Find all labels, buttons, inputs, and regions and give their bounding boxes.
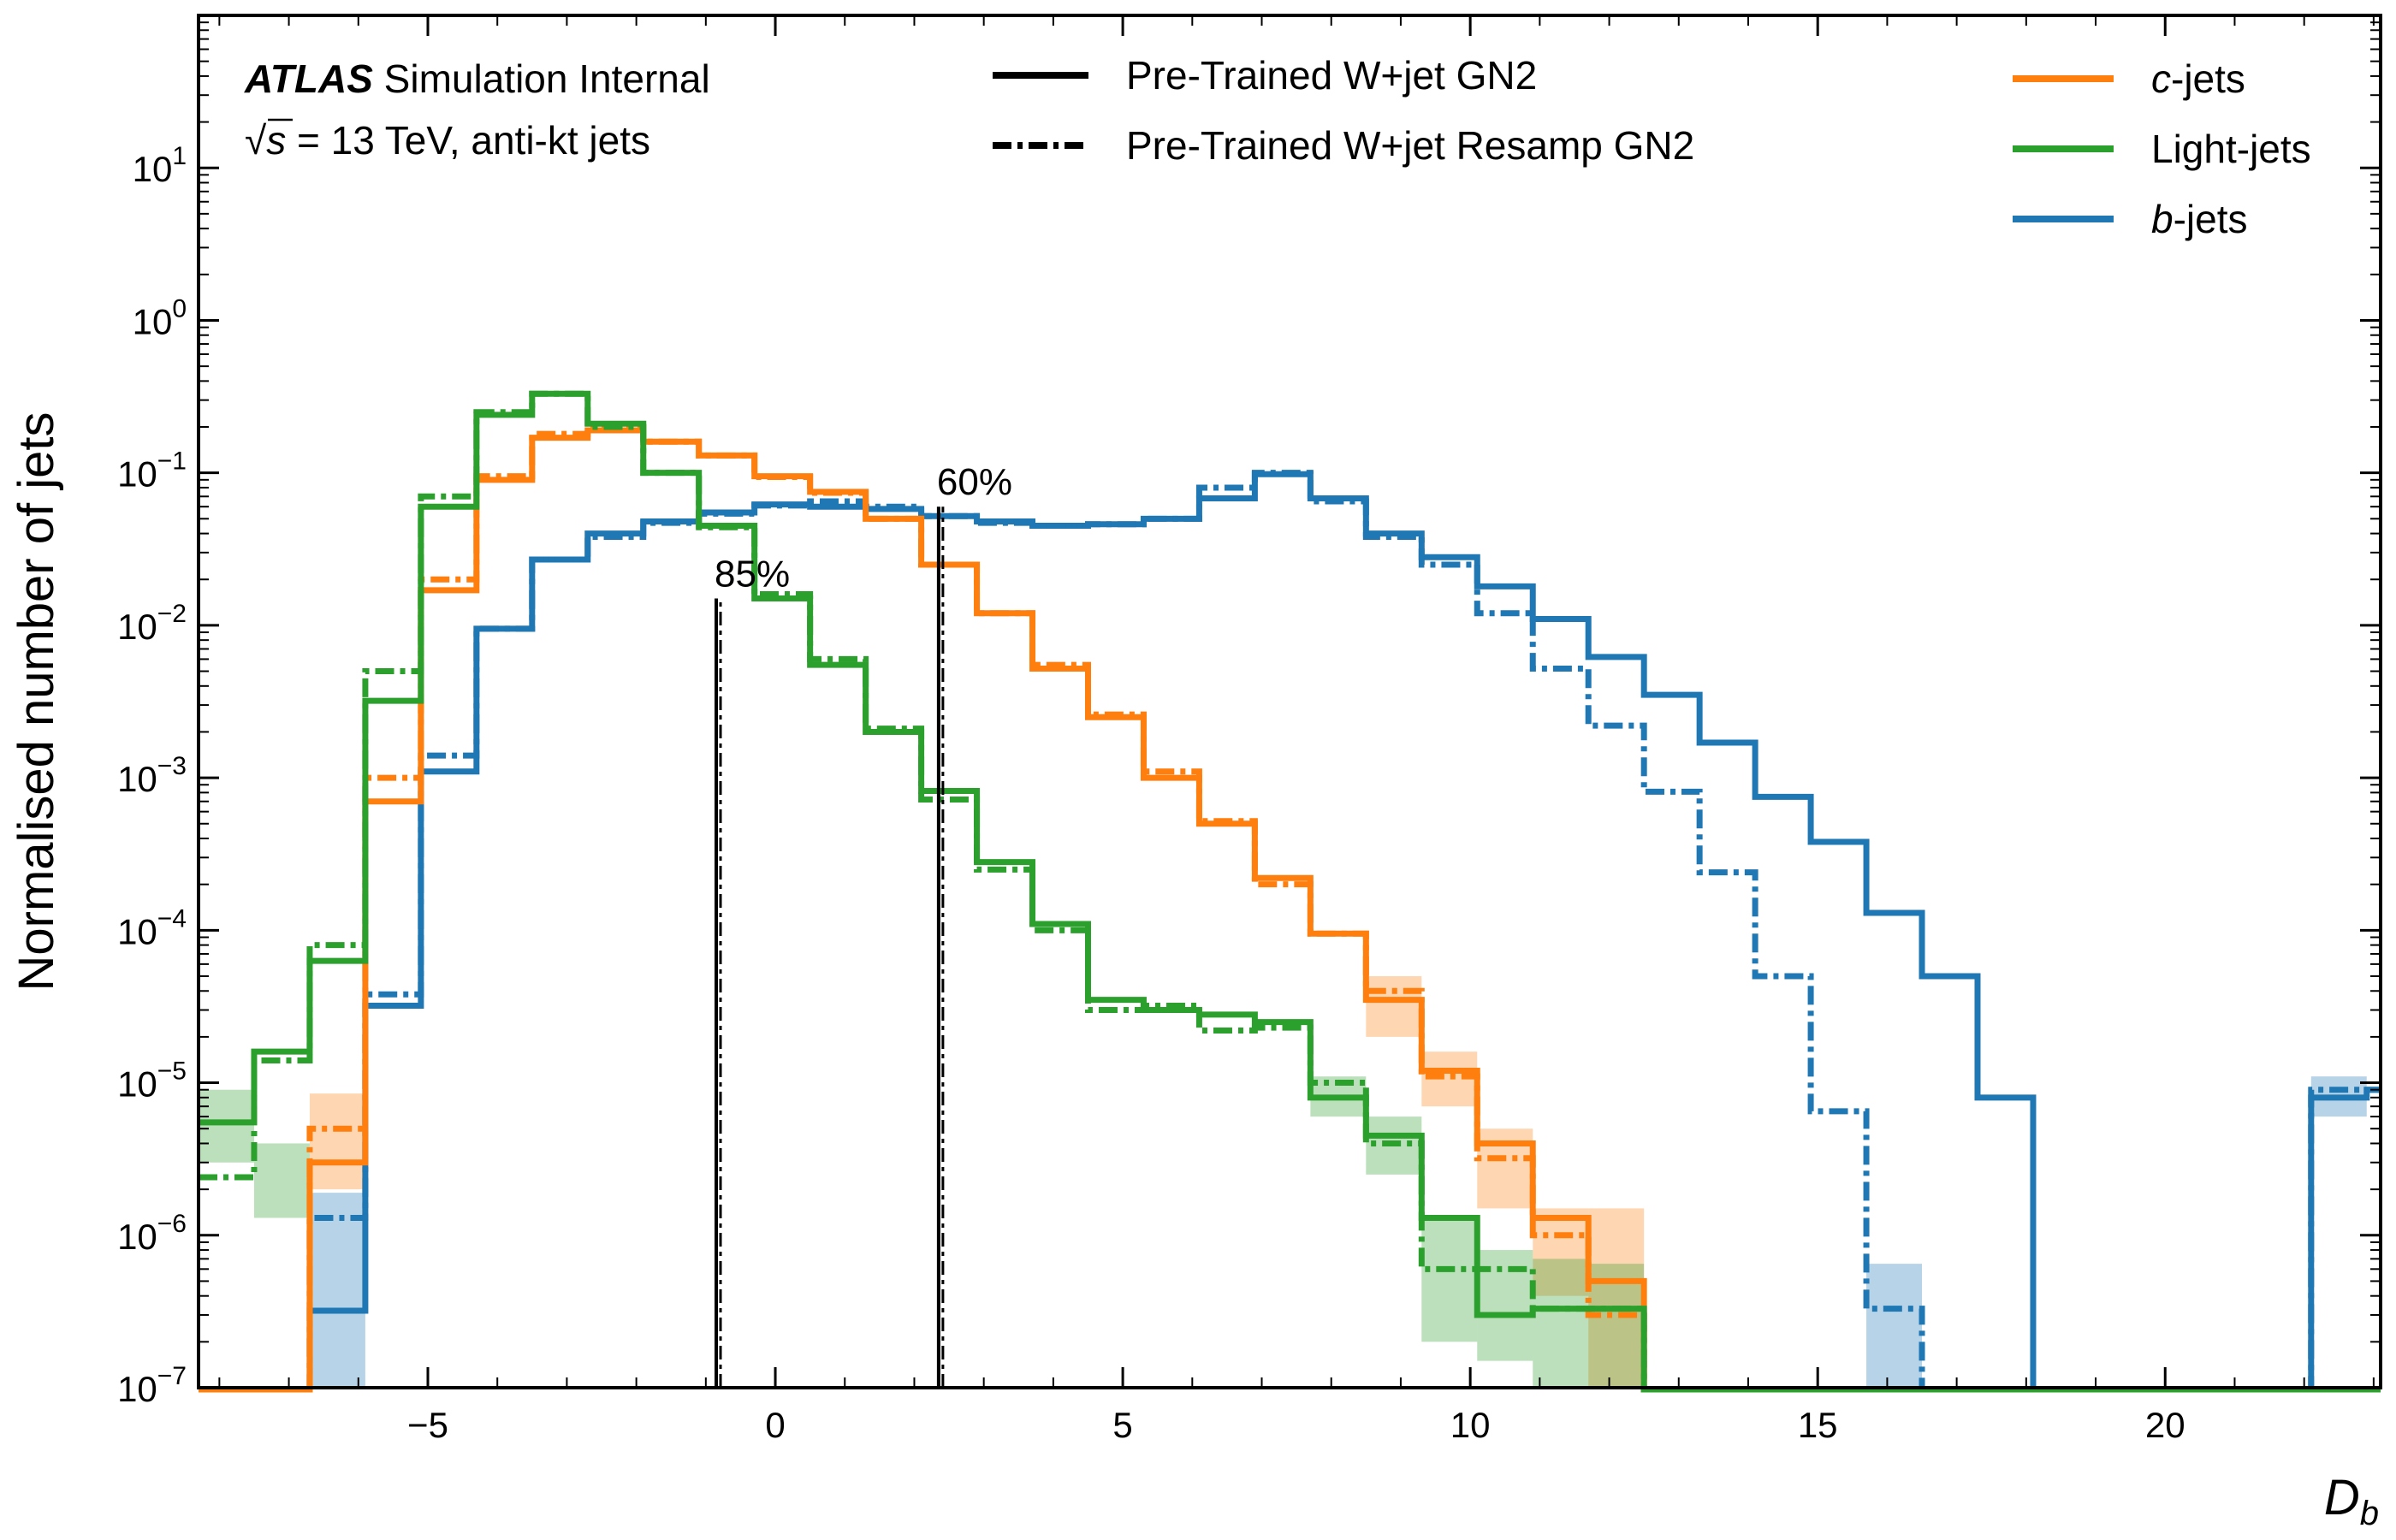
style-legend: Pre-Trained W+jet GN2 Pre-Trained W+jet R… [993, 53, 1694, 168]
axis-ticks [199, 15, 2381, 1389]
atlas-label-rest: Simulation Internal [373, 56, 710, 101]
flavour-legend-text: -jets [2171, 56, 2245, 101]
atlas-label-line1: ATLAS Simulation Internal [244, 56, 710, 101]
flavour-legend-label: c-jets [2151, 56, 2245, 101]
y-tick-exponent: −3 [157, 752, 187, 780]
atlas-label: ATLAS Simulation Internal √s = 13 TeV, a… [244, 56, 710, 163]
y-tick-base: 10 [117, 607, 157, 647]
sqrt-s: s [266, 118, 286, 163]
series-b-jets-resamp [199, 470, 2381, 1393]
series-light-jets [199, 390, 2381, 1393]
series-c-jets-resamp [199, 424, 2381, 1393]
y-tick-base: 10 [117, 454, 157, 495]
error-band-light [253, 1143, 310, 1218]
flavour-legend-italic: c [2151, 56, 2171, 101]
series-b-jets [199, 471, 2381, 1393]
y-tick-label: 10−6 [117, 1210, 187, 1257]
energy-label: √s = 13 TeV, anti-kt jets [245, 118, 650, 163]
histogram-series [199, 390, 2381, 1393]
style-legend-label: Pre-Trained W+jet GN2 [1126, 53, 1537, 98]
x-axis-label-main: D [2324, 1470, 2360, 1525]
error-band-light [1588, 1264, 1645, 1388]
y-tick-base: 10 [117, 911, 157, 951]
error-band-light [1533, 1259, 1589, 1388]
x-tick-label: −5 [407, 1405, 448, 1445]
y-tick-label: 10−1 [117, 447, 187, 495]
y-tick-exponent: −6 [157, 1210, 187, 1238]
y-tick-exponent: 0 [172, 294, 187, 323]
sqrt-symbol: √ [245, 118, 267, 163]
x-tick-label: 10 [1450, 1405, 1491, 1445]
y-tick-base: 10 [133, 301, 173, 341]
error-band-b [1866, 1264, 1923, 1388]
error-band-c [309, 1093, 365, 1190]
y-tick-label: 10−4 [117, 904, 187, 951]
y-tick-exponent: −1 [157, 447, 187, 476]
flavour-legend-label: Light-jets [2151, 127, 2311, 171]
flavour-legend-italic: b [2151, 197, 2174, 241]
y-axis-label: Normalised number of jets [9, 412, 64, 992]
y-tick-exponent: −5 [157, 1057, 187, 1086]
plot-frame [197, 14, 2382, 1389]
x-tick-label: 0 [765, 1405, 785, 1445]
x-tick-label: 5 [1112, 1405, 1132, 1445]
y-tick-exponent: −7 [157, 1362, 187, 1390]
x-tick-label: 15 [1798, 1405, 1838, 1445]
y-tick-label: 100 [133, 294, 187, 341]
uncertainty-bands [199, 975, 2367, 1388]
error-band-c [1366, 975, 1422, 1037]
y-tick-label: 10−5 [117, 1057, 187, 1105]
error-band-light [1421, 1217, 1478, 1342]
error-band-light [199, 1089, 254, 1163]
series-c-jets [199, 427, 2381, 1393]
flavour-legend-text: -jets [2174, 197, 2248, 241]
y-tick-base: 10 [117, 759, 157, 799]
y-tick-base: 10 [117, 1217, 157, 1257]
working-point-lines: 85% 60% [715, 461, 1012, 1388]
axis-tick-labels: −5 0 5 10 15 2010−710−610−510−410−310−210−110… [117, 142, 2185, 1445]
y-tick-base: 10 [133, 149, 173, 189]
x-axis-label-subscript: b [2360, 1495, 2379, 1532]
error-band-b [309, 1193, 365, 1388]
y-tick-label: 10−7 [117, 1362, 187, 1409]
y-tick-label: 10−3 [117, 752, 187, 799]
y-tick-exponent: 1 [172, 142, 187, 170]
flavour-legend-label: b-jets [2151, 197, 2248, 241]
y-tick-label: 101 [133, 142, 187, 189]
y-tick-label: 10−2 [117, 600, 187, 647]
y-tick-base: 10 [117, 1064, 157, 1105]
style-legend-label: Pre-Trained W+jet Resamp GN2 [1126, 123, 1694, 168]
y-tick-exponent: −4 [157, 904, 187, 933]
atlas-label-bold: ATLAS [244, 56, 373, 101]
energy-label-rest: = 13 TeV, anti-kt jets [286, 118, 650, 163]
working-point-label: 60% [937, 461, 1012, 503]
error-band-c [1588, 1208, 1645, 1388]
x-axis-label: Db [2324, 1470, 2379, 1532]
x-tick-label: 20 [2145, 1405, 2185, 1445]
y-tick-exponent: −2 [157, 600, 187, 628]
error-band-c [1533, 1208, 1589, 1296]
working-point-label: 85% [715, 554, 790, 595]
y-tick-base: 10 [117, 1369, 157, 1409]
series-light-jets-resamp [199, 390, 2381, 1393]
flavour-legend-text: Light-jets [2151, 127, 2311, 171]
